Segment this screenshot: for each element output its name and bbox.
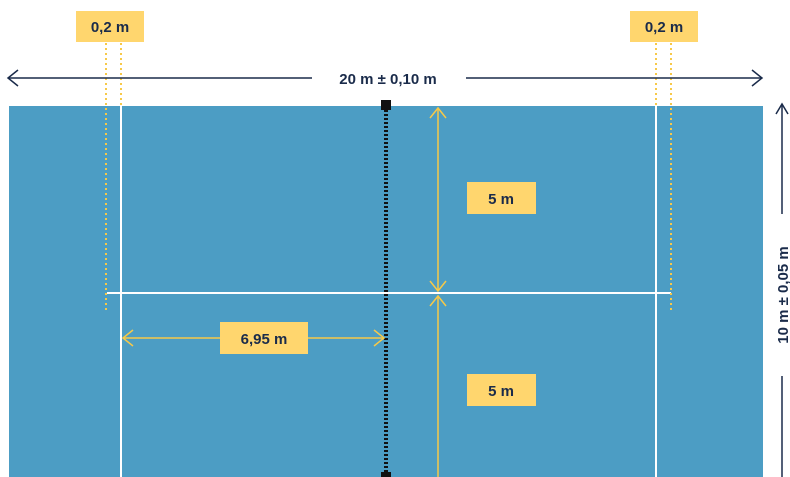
half-width-bottom-label-bg (467, 374, 536, 406)
length-dimension (6, 69, 764, 87)
line-width-right-label-bg (630, 11, 698, 42)
distance-to-net-label: 6,95 m (241, 331, 288, 348)
net-post-top (381, 100, 391, 110)
half-width-top-label: 5 m (488, 191, 514, 208)
line-width-left-label-bg (76, 11, 144, 42)
distance-to-net-dimension (121, 329, 386, 347)
length-label: 20 m ± 0,10 m (339, 71, 436, 88)
half-width-top-dimension (429, 106, 447, 293)
line-width-left-label: 0,2 m (91, 19, 129, 36)
half-width-bottom-label: 5 m (488, 383, 514, 400)
width-label: 10 m ± 0,05 m (775, 246, 790, 343)
distance-to-net-label-bg (220, 322, 308, 354)
half-width-bottom-dimension (429, 294, 447, 477)
width-dimension (775, 102, 789, 477)
line-width-right-label: 0,2 m (645, 19, 683, 36)
half-width-top-label-bg (467, 182, 536, 214)
net-post-bottom (381, 472, 391, 477)
